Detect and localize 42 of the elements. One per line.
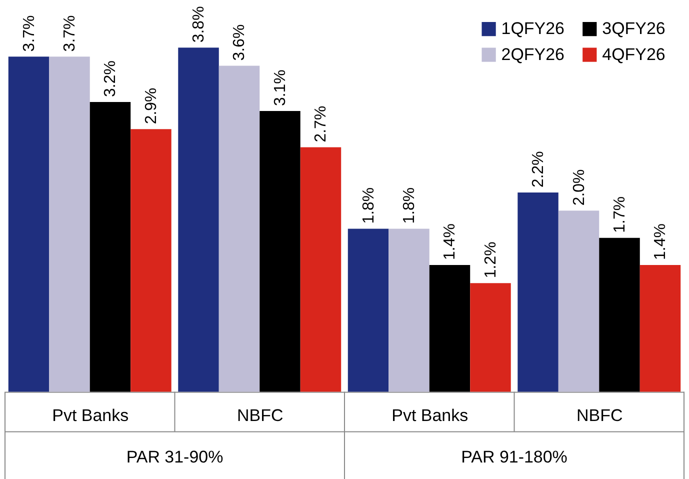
bar <box>8 56 50 392</box>
x-tick-label: Pvt Banks <box>52 406 129 426</box>
data-label: 1.2% <box>482 242 500 278</box>
data-label: 3.7% <box>61 15 78 52</box>
data-label: 2.2% <box>530 151 548 188</box>
data-label: 3.7% <box>20 15 38 52</box>
bar <box>558 210 600 392</box>
data-label: 3.6% <box>231 24 248 61</box>
bar <box>260 111 300 392</box>
data-label: 2.9% <box>142 88 160 124</box>
legend-label: 1QFY26 <box>501 19 564 38</box>
bar <box>218 66 260 392</box>
data-label: 1.4% <box>652 224 670 260</box>
data-label: 2.7% <box>312 106 330 142</box>
bar <box>178 48 219 392</box>
x-tick-label: NBFC <box>237 406 284 426</box>
data-label: 1.4% <box>442 224 459 260</box>
bar <box>640 264 681 392</box>
legend-label: 4QFY26 <box>602 44 666 64</box>
legend-label: 3QFY26 <box>602 19 666 38</box>
data-label: 3.2% <box>102 60 120 97</box>
bar <box>599 238 640 392</box>
bar <box>49 56 90 392</box>
bar <box>518 192 558 392</box>
data-label: 1.8% <box>360 187 378 224</box>
data-label: 2.0% <box>570 169 588 206</box>
text: PAR 31-90% <box>126 448 224 467</box>
bar <box>470 283 511 392</box>
data-label: 1.7% <box>611 196 628 233</box>
data-label: 1.8% <box>401 187 418 224</box>
text: PAR 91-180% <box>461 448 568 467</box>
x-tick-label: Pvt Banks <box>392 406 468 426</box>
legend-label: 2QFY26 <box>501 44 564 64</box>
bar <box>429 264 470 392</box>
bar <box>300 147 342 392</box>
bar <box>90 102 131 392</box>
x-tick-label: NBFC <box>576 406 623 426</box>
bar <box>348 228 389 392</box>
data-label: 3.1% <box>272 70 289 106</box>
data-label: 3.8% <box>190 6 208 43</box>
bar <box>388 228 430 392</box>
bar <box>130 129 172 392</box>
